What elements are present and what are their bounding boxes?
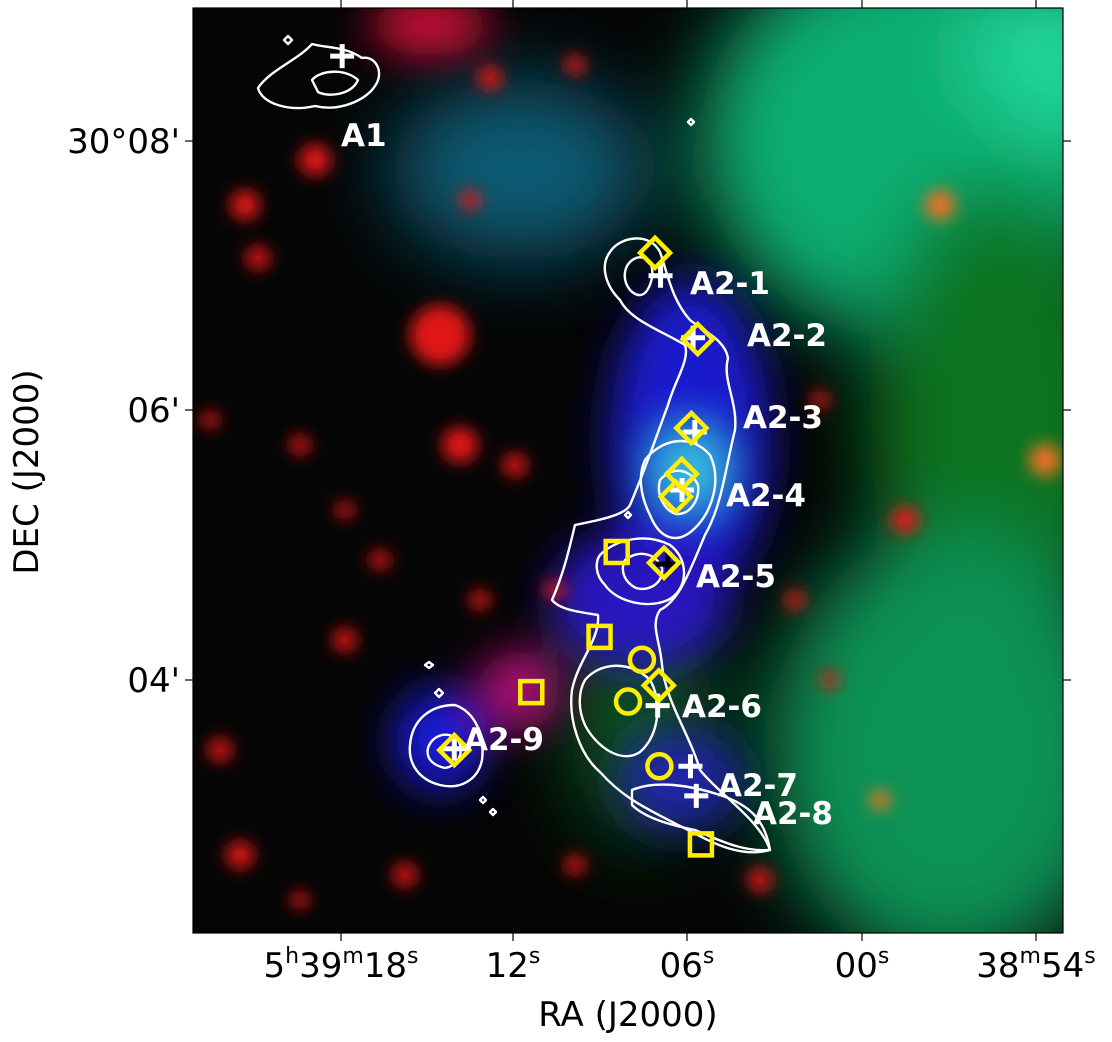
source-label: A2-6 <box>682 689 762 725</box>
source-plus-marker <box>684 783 709 808</box>
y-tick-label: 30°08' <box>67 122 180 162</box>
circle-marker <box>645 751 674 781</box>
square-marker <box>586 623 613 651</box>
source-label: A2-1 <box>690 266 770 302</box>
square-marker <box>603 538 630 566</box>
y-tick-label: 06' <box>127 391 180 431</box>
source-label: A2-3 <box>743 400 823 436</box>
x-tick-label: 38m54s <box>976 944 1095 986</box>
contour-a2-mid3 <box>595 537 686 606</box>
source-plus-marker <box>678 754 703 779</box>
source-label: A1 <box>341 118 387 154</box>
contour-a1-inner <box>310 70 360 96</box>
source-plus-marker <box>442 736 467 761</box>
source-label: A2-5 <box>696 559 776 595</box>
diamond-marker <box>645 544 683 581</box>
y-axis-label: DEC (J2000) <box>7 369 47 574</box>
source-label: A2-8 <box>753 796 833 832</box>
diamond-marker <box>657 478 695 515</box>
x-tick-label: 5h39m18s <box>263 944 418 986</box>
source-label: A2-7 <box>718 768 798 804</box>
source-labels: A1 A2-1 A2-2 A2-3 A2-4 A2-5 A2-6 A2-7 A2… <box>341 118 833 832</box>
source-plus-marker <box>330 44 355 69</box>
contour-a1 <box>256 42 381 110</box>
contour-a2-inner2 <box>621 552 664 591</box>
square-marker <box>687 831 715 858</box>
diamond-marker <box>679 320 716 358</box>
contour-a2-inner <box>657 469 700 516</box>
source-label: A2-9 <box>464 722 544 758</box>
y-tick-labels: 30°08' 06' 04' <box>67 122 180 701</box>
square-marker <box>518 678 545 706</box>
source-label: A2-2 <box>747 318 827 354</box>
diamond-marker <box>436 731 473 769</box>
contour-a2-mid2 <box>639 439 717 540</box>
x-tick-label: 06s <box>660 944 715 986</box>
contour-a2-mid4 <box>578 664 659 758</box>
contour-a2-8 <box>630 783 772 852</box>
x-tick-label: 00s <box>835 944 890 986</box>
circle-marker <box>613 687 643 716</box>
contour-a2-9 <box>408 703 484 788</box>
source-label: A2-4 <box>726 478 806 514</box>
source-plus-marker <box>648 263 673 288</box>
y-tick-label: 04' <box>127 661 180 701</box>
plot-frame <box>192 7 1064 934</box>
circle-marker <box>627 645 657 675</box>
tick-marks <box>185 0 1071 941</box>
x-tick-label: 12s <box>486 944 541 986</box>
markers <box>330 44 716 858</box>
background-image <box>193 8 1063 933</box>
diamond-marker <box>636 234 674 272</box>
diamond-marker <box>673 409 710 447</box>
diamond-marker <box>640 667 677 704</box>
x-axis-label: RA (J2000) <box>538 995 717 1035</box>
x-tick-labels: 5h39m18s 12s 06s 00s 38m54s <box>263 944 1095 986</box>
